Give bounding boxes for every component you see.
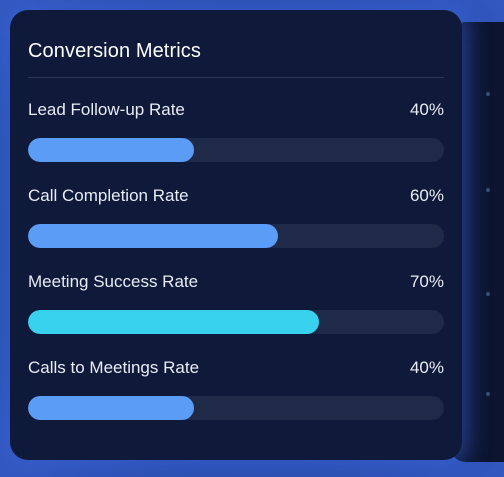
progress-track	[28, 310, 444, 334]
progress-fill	[28, 138, 195, 162]
metric-meeting-success-rate: Meeting Success Rate 70%	[28, 272, 444, 342]
progress-fill	[28, 224, 278, 248]
progress-fill	[28, 310, 320, 334]
conversion-metrics-card: Conversion Metrics Lead Follow-up Rate 4…	[10, 10, 462, 460]
metric-calls-to-meetings-rate: Calls to Meetings Rate 40%	[28, 358, 444, 428]
metric-label: Lead Follow-up Rate	[28, 100, 185, 119]
background-dot	[486, 392, 490, 396]
progress-track	[28, 396, 444, 420]
background-dot	[486, 92, 490, 96]
background-dot	[486, 188, 490, 192]
metric-value: 60%	[409, 186, 444, 205]
metric-value: 70%	[409, 272, 444, 291]
metric-value: 40%	[409, 100, 444, 119]
background-dot	[486, 292, 490, 296]
metric-label: Meeting Success Rate	[28, 272, 199, 291]
progress-track	[28, 224, 444, 248]
progress-fill	[28, 396, 195, 420]
metric-label: Calls to Meetings Rate	[28, 358, 200, 377]
metric-lead-follow-up-rate: Lead Follow-up Rate 40%	[28, 100, 444, 170]
progress-track	[28, 138, 444, 162]
title-divider	[28, 77, 444, 78]
card-title: Conversion Metrics	[28, 40, 201, 62]
metric-label: Call Completion Rate	[28, 186, 189, 205]
metric-call-completion-rate: Call Completion Rate 60%	[28, 186, 444, 256]
metric-value: 40%	[409, 358, 444, 377]
